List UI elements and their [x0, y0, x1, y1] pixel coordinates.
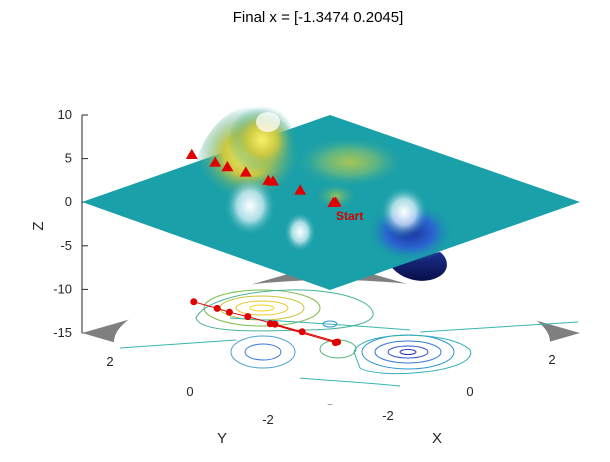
floor-contour-outer-left [119, 339, 237, 349]
x-tick-label-2: 2 [548, 352, 555, 367]
start-label: Start [336, 209, 363, 223]
z-tick-label-5: -15 [53, 325, 72, 340]
floor-contour-outer-right [419, 321, 579, 333]
y-tick-label-2: 2 [106, 354, 113, 369]
optimization-path-floor [190, 298, 342, 347]
z-axis-ticks: 10 5 0 -5 -10 -15 [53, 107, 88, 340]
contour-lines [195, 289, 471, 387]
z-tick-label-1: 5 [65, 151, 72, 166]
z-tick-label-3: -5 [60, 238, 72, 253]
floor-path-point-2 [225, 308, 233, 316]
x-axis-ticks: -2 0 2 [382, 352, 555, 423]
x-axis-label: X [432, 430, 442, 447]
surface-path-marker-1 [209, 156, 222, 167]
floor-path-point-3 [244, 313, 252, 321]
surface-path-marker-2 [221, 161, 234, 172]
x-tick-label-1: 0 [466, 384, 473, 399]
z-tick-label-4: -10 [53, 281, 72, 296]
z-axis-label: Z [30, 221, 47, 230]
optimization-path-surface [185, 148, 342, 207]
surface-path-marker-8 [262, 174, 275, 185]
surface-features [194, 106, 454, 262]
surface-path-marker-3 [239, 166, 252, 177]
y-tick-label-1: 0 [186, 384, 193, 399]
floor-path-point-5 [298, 328, 306, 336]
floor-path-point-0 [190, 298, 198, 306]
floor-path-point-1 [213, 304, 221, 312]
surface-path-marker-0 [185, 148, 198, 159]
surface-path-marker-7 [327, 196, 340, 207]
y-axis-ticks: -2 0 2 [106, 354, 273, 427]
floor-path-point-7 [331, 339, 339, 347]
z-tick-label-2: 0 [65, 194, 72, 209]
y-tick-label-0: -2 [262, 412, 274, 427]
chart-title: Final x = [-1.3474 0.2045] [233, 9, 404, 26]
x-tick-label-0: -2 [382, 408, 394, 423]
surface-path-marker-5 [294, 184, 307, 195]
y-axis-label: Y [217, 430, 227, 447]
z-tick-label-0: 10 [58, 107, 72, 122]
floor-path-point-8 [266, 320, 274, 328]
